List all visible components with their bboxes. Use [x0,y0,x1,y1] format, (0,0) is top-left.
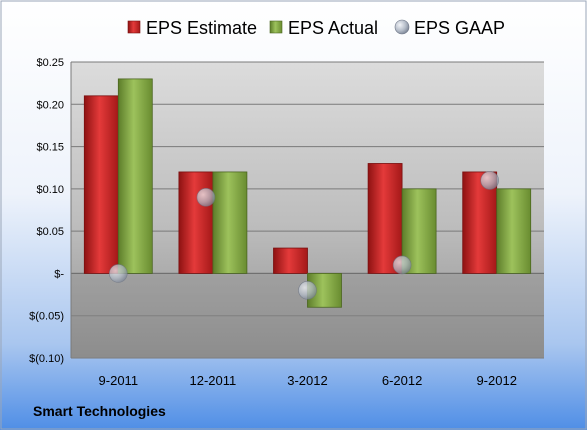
y-tick-label: $(0.05) [29,311,64,323]
y-tick-label: $0.20 [36,99,64,111]
marker-eps-gaap-9-2012 [480,171,500,190]
bar-eps-estimate-9-2011 [83,95,119,274]
legend-item-eps-gaap: EPS GAAP [394,18,505,38]
bar-eps-estimate-6-2012 [367,163,403,274]
legend-label: EPS GAAP [414,18,505,38]
legend-swatch [127,20,141,34]
footer-company-name: Smart Technologies [33,403,166,419]
x-tick-label: 12-2011 [190,373,237,388]
x-tick-label: 9-2012 [476,373,516,388]
legend-label: EPS Estimate [146,18,257,38]
bar-eps-actual-12-2011 [212,171,248,274]
legend-item-eps-actual: EPS Actual [269,18,378,38]
x-tick-label: 6-2012 [382,373,422,388]
marker-eps-gaap-6-2012 [392,255,412,275]
legend-item-eps-estimate: EPS Estimate [127,18,257,38]
legend-swatch [394,19,410,35]
y-tick-label: $0.15 [36,142,64,154]
plot-area: $0.25 $0.20 $0.15 $0.10 $0.05 $- $(0.05) $(0.10… [29,57,544,388]
x-tick-label: 3-2012 [287,373,327,388]
bar-eps-estimate-3-2012 [273,247,308,274]
y-tick-label: $- [54,268,64,280]
marker-eps-gaap-12-2011 [196,188,216,207]
bar-eps-estimate-12-2011 [178,171,214,274]
x-tick-label: 9-2011 [99,373,139,388]
legend-label: EPS Actual [288,18,378,38]
bar-eps-actual-9-2012 [496,188,532,274]
bar-eps-actual-9-2011 [117,78,153,274]
y-tick-label: $(0.10) [29,353,64,365]
y-tick-label: $0.25 [36,57,64,69]
y-tick-label: $0.05 [36,226,64,238]
legend-swatch [269,20,283,34]
marker-eps-gaap-3-2012 [298,281,317,300]
y-tick-label: $0.10 [36,184,64,196]
legend: EPS Estimate EPS Actual EPS GAAP [127,18,505,38]
marker-eps-gaap-9-2011 [109,264,128,283]
